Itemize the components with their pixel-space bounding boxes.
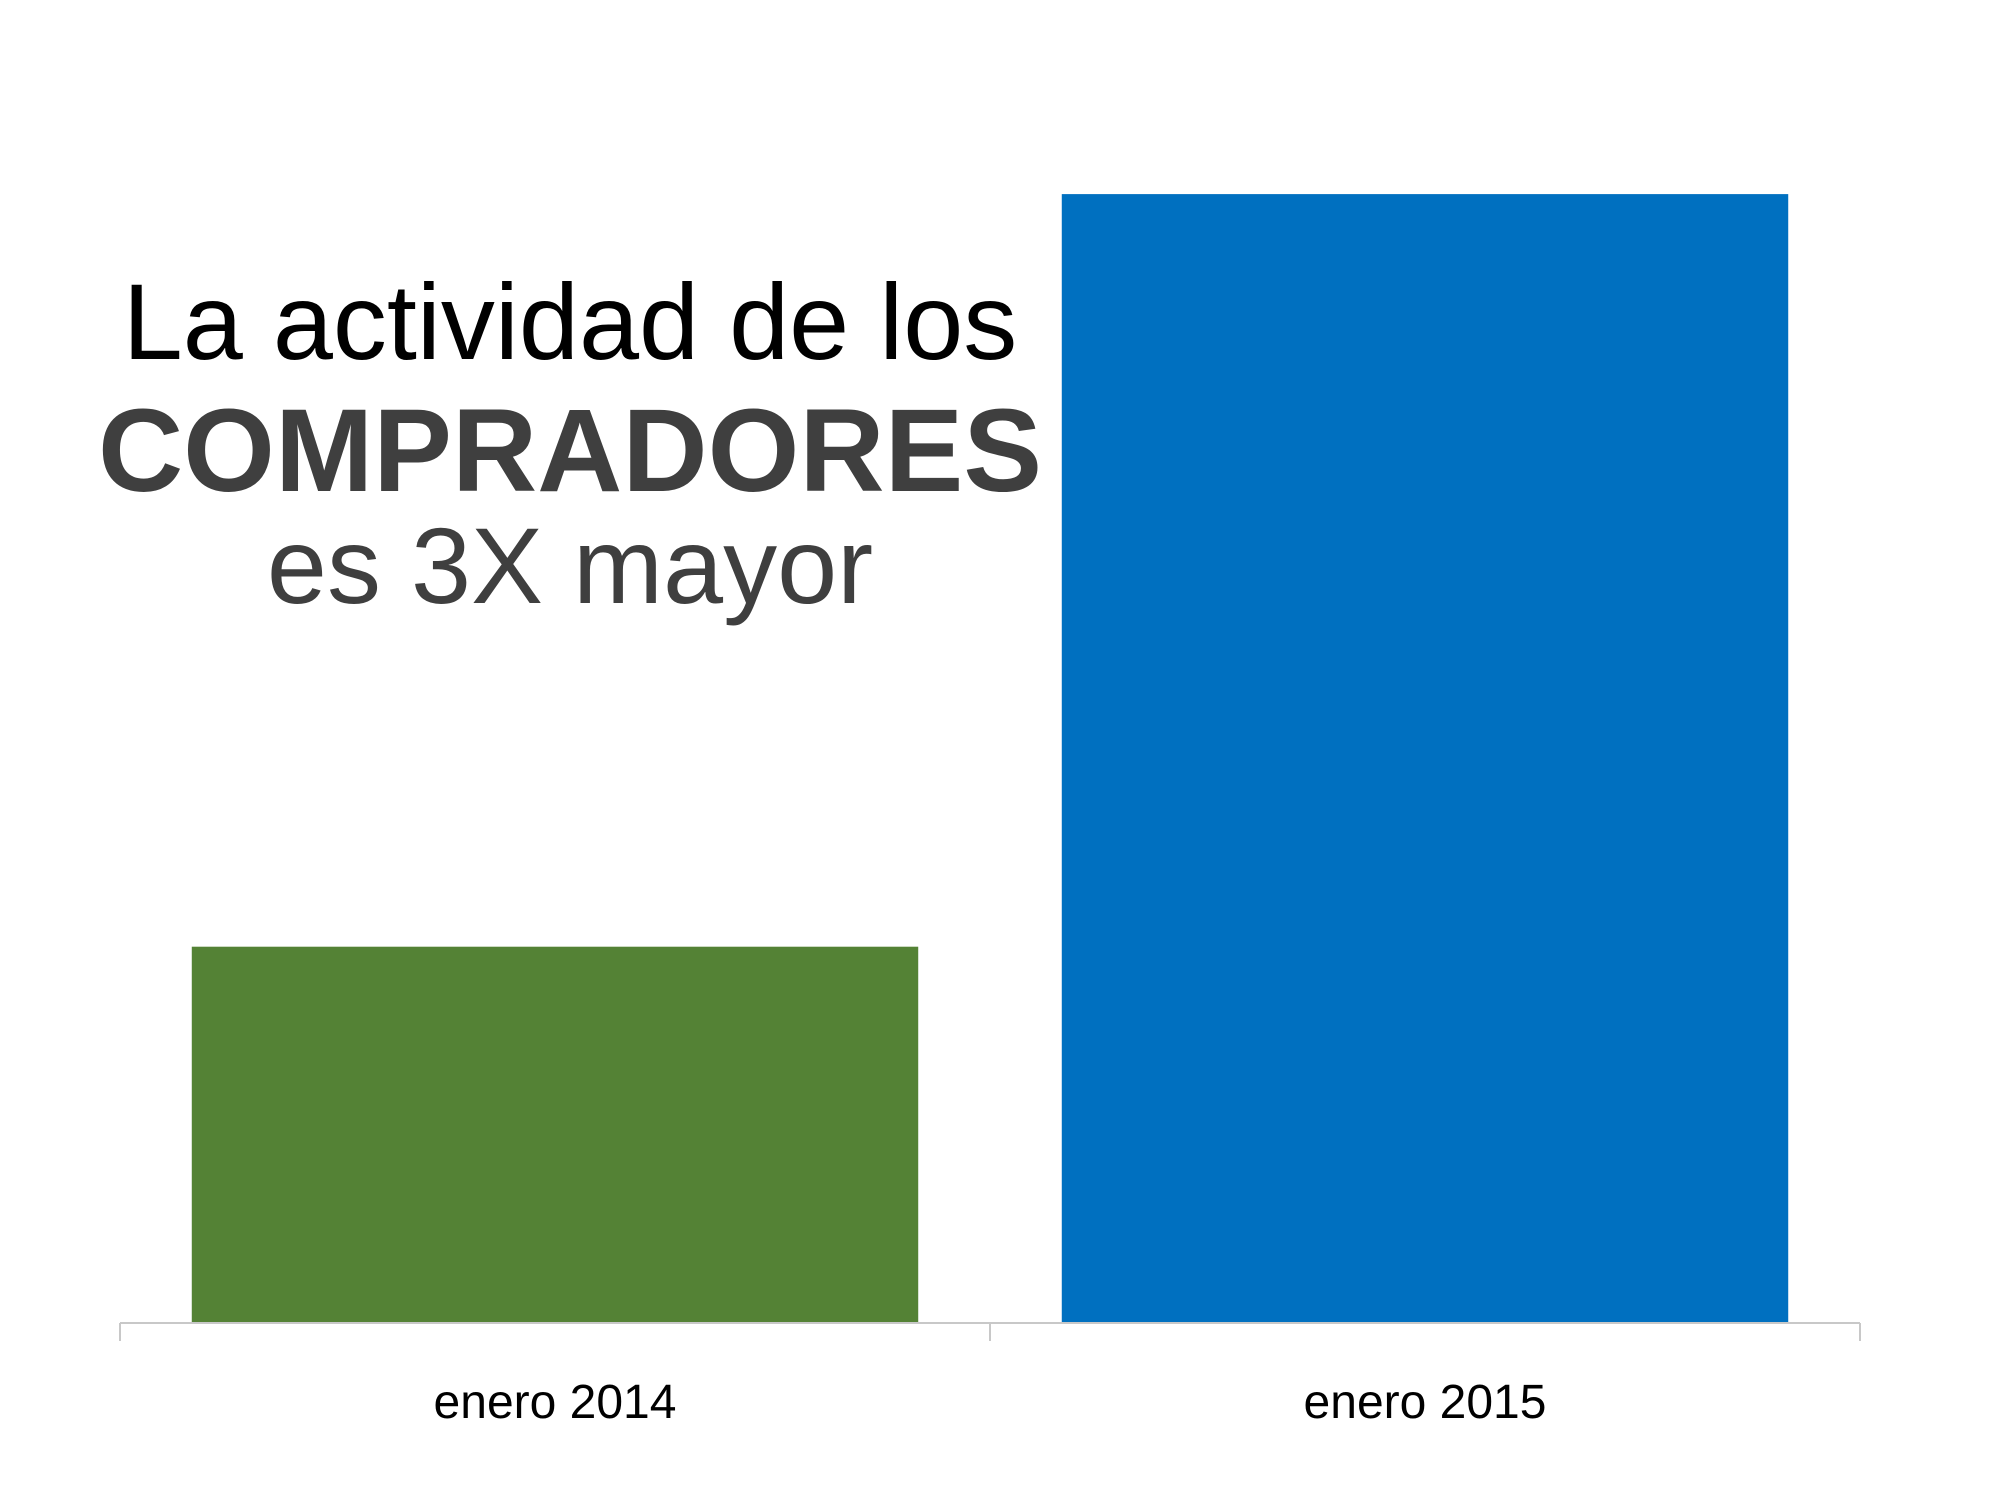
bar-2 (1061, 194, 1789, 1324)
x-tick-label-2: enero 2015 (1304, 1376, 1547, 1429)
bars-group (191, 194, 1789, 1324)
headline-line-1: La actividad de los (122, 261, 1018, 382)
x-axis-ticks (119, 1323, 1861, 1341)
bar-1 (191, 946, 919, 1323)
headline-line-2: COMPRADORES (97, 385, 1043, 517)
headline-line-3: es 3X mayor (266, 505, 874, 626)
x-axis-labels: enero 2014 enero 2015 (434, 1376, 1547, 1429)
x-tick-label-1: enero 2014 (434, 1376, 677, 1429)
